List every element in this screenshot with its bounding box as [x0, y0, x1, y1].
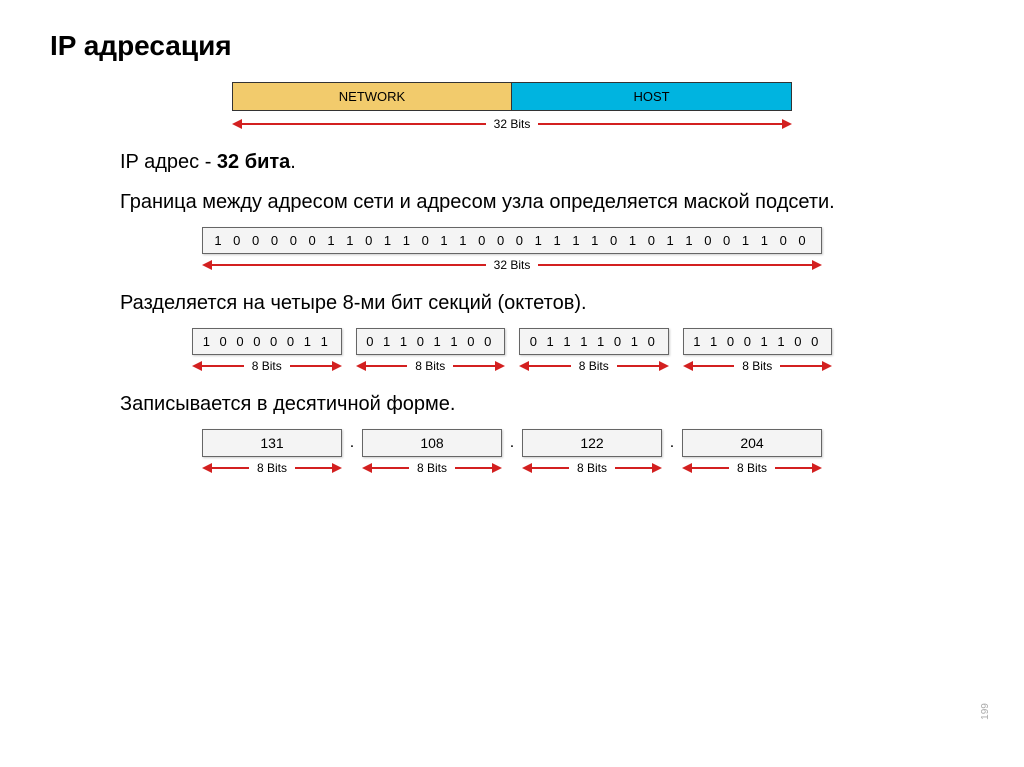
octet-box-2: 0 1 1 0 1 1 0 0: [356, 328, 506, 355]
octet-box-4: 1 1 0 0 1 1 0 0: [683, 328, 833, 355]
label-8bits-dec: 8 Bits: [569, 461, 615, 475]
label-8bits-dec: 8 Bits: [729, 461, 775, 475]
text-line-1: IP адрес - 32 бита.: [120, 147, 974, 177]
dot-1: .: [342, 434, 362, 452]
label-8bits: 8 Bits: [734, 359, 780, 373]
octet-boxes: 1 0 0 0 0 0 1 1 0 1 1 0 1 1 0 0 0 1 1 1 …: [192, 328, 832, 355]
label-8bits-dec: 8 Bits: [409, 461, 455, 475]
slide-number: 199: [980, 703, 991, 720]
octet-box-1: 1 0 0 0 0 0 1 1: [192, 328, 342, 355]
dot-2: .: [502, 434, 522, 452]
bits-label-32b: 32 Bits: [486, 258, 539, 272]
dec-box-3: 122: [522, 429, 662, 457]
arrow-8bits-octets: 8 Bits 8 Bits 8 Bits 8 Bits: [192, 359, 832, 373]
text-line-2: Граница между адресом сети и адресом узл…: [120, 187, 974, 217]
label-8bits: 8 Bits: [571, 359, 617, 373]
text-line-3: Разделяется на четыре 8-ми бит секций (о…: [120, 288, 974, 318]
network-host-diagram: NETWORK HOST: [50, 82, 974, 111]
label-8bits: 8 Bits: [407, 359, 453, 373]
bits-32-box: 1 0 0 0 0 0 1 1 0 1 1 0 1 1 0 0 0 1 1 1 …: [202, 227, 822, 254]
page-title: IP адресация: [50, 30, 974, 62]
dot-3: .: [662, 434, 682, 452]
arrow-8bits-decimal: 8 Bits 8 Bits 8 Bits 8 Bits: [192, 461, 832, 475]
network-segment: NETWORK: [233, 83, 512, 110]
text-line-4: Записывается в десятичной форме.: [120, 389, 974, 419]
dec-box-2: 108: [362, 429, 502, 457]
dec-box-4: 204: [682, 429, 822, 457]
bits-label-32: 32 Bits: [486, 117, 539, 131]
decimal-boxes: 131 . 108 . 122 . 204: [192, 429, 832, 457]
arrow-32bits-top: 32 Bits: [50, 117, 974, 131]
dec-box-1: 131: [202, 429, 342, 457]
octet-box-3: 0 1 1 1 1 0 1 0: [519, 328, 669, 355]
label-8bits: 8 Bits: [244, 359, 290, 373]
label-8bits-dec: 8 Bits: [249, 461, 295, 475]
arrow-32bits-mid: 32 Bits: [202, 258, 822, 272]
host-segment: HOST: [512, 83, 791, 110]
